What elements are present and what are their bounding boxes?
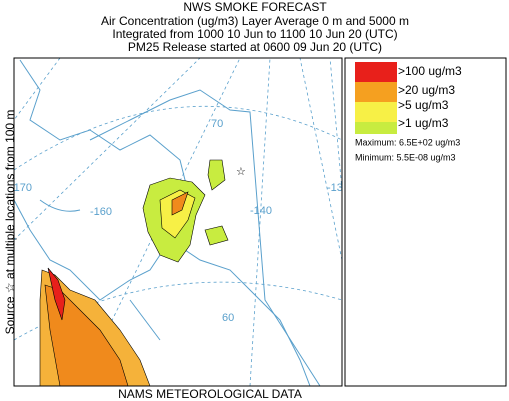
grid-label: 60 [222,312,234,324]
legend-swatch [355,102,397,122]
border [89,89,321,386]
smoke-area [171,191,189,216]
smoke-area [204,225,229,246]
grid-label: -130 [327,182,349,194]
legend-swatch [355,122,397,134]
smoke-area [207,159,226,191]
legend-swatch [355,82,397,102]
legend-swatch [355,62,397,82]
latitude-line [14,281,342,341]
maximum: Maximum: 6.5E+02 ug/m3 [355,137,460,147]
side-label: Source ☆ at multiple locations from 100 … [3,110,17,335]
legend-label: >20 ug/m3 [398,83,455,97]
legend-label: >1 ug/m3 [398,116,449,130]
subtitle: Integrated from 1000 10 Jun to 1100 10 J… [112,27,397,41]
longitude-line [14,58,61,121]
grid-label: -140 [250,205,272,217]
longitude-line [14,58,201,241]
coastline [169,239,311,386]
latitude-line [14,106,342,171]
smoke-area [159,189,196,239]
minimum: Minimum: 5.5E-08 ug/m3 [355,152,456,162]
grid-label: -170 [10,182,32,194]
map-frame [13,57,343,387]
grid-label: 70 [211,118,223,130]
longitude-line [249,58,271,386]
map: ☆ 70 -170 -160 -140 -130 60 [10,58,349,386]
source-star: ☆ [236,166,246,178]
smoke-area [47,267,66,321]
longitude-line [329,58,342,191]
smoke-area [44,284,129,386]
legend-label: >100 ug/m3 [398,64,462,78]
subtitle: PM25 Release started at 0600 09 Jun 20 (… [128,40,382,54]
subtitle: Air Concentration (ug/m3) Layer Average … [101,14,409,28]
title: NWS SMOKE FORECAST [183,0,327,14]
longitude-line [299,58,342,261]
grid-label: -160 [90,206,112,218]
legend-label: >5 ug/m3 [398,98,449,112]
footer: NAMS METEOROLOGICAL DATA [118,387,302,401]
